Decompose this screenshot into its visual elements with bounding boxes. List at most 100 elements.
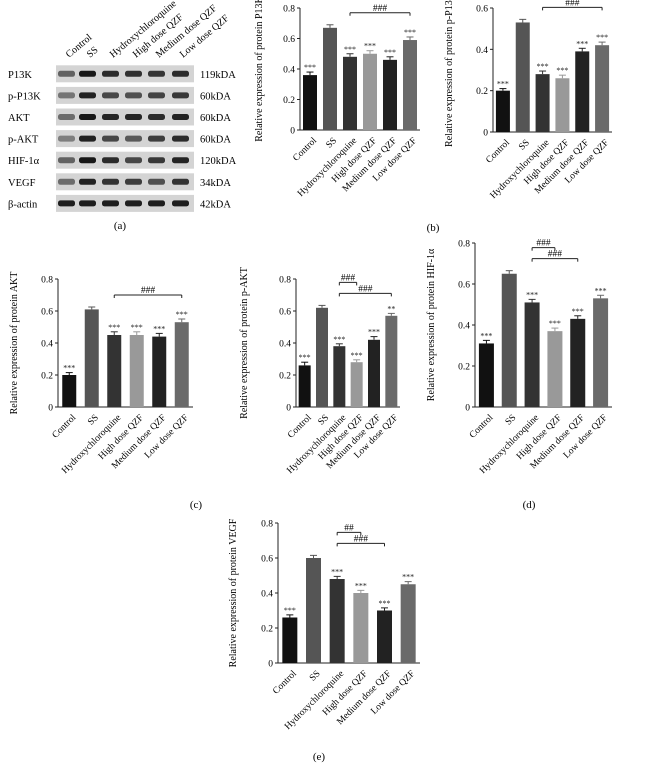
protein-label: P13K <box>8 70 32 81</box>
kda-label: 60kDA <box>200 135 231 146</box>
y-tick-label: 0 <box>48 404 53 414</box>
blot-band <box>172 135 189 142</box>
blot-band <box>58 114 75 120</box>
bar <box>515 22 530 132</box>
bar <box>329 579 345 663</box>
category-label: SS <box>86 413 101 428</box>
bar <box>129 335 144 407</box>
bar <box>343 56 357 130</box>
blot-band <box>125 70 142 77</box>
blot-band <box>148 157 165 164</box>
bar <box>595 45 610 133</box>
significance-stars: *** <box>344 45 356 54</box>
y-tick-label: 0.8 <box>41 276 53 286</box>
y-tick-label: 0.4 <box>458 322 470 332</box>
y-tick-label: 0.2 <box>261 625 273 635</box>
blot-band <box>79 178 96 185</box>
bar <box>298 365 311 407</box>
blot-band <box>102 70 119 77</box>
bar-chart-2: 0 0.2 0.4 0.6 Relative expression of protein… <box>444 0 612 201</box>
blot-band <box>125 178 142 185</box>
blot-band <box>102 178 119 185</box>
bracket-label: ### <box>536 239 551 249</box>
bar <box>501 273 517 407</box>
bar <box>535 74 550 132</box>
blot-band <box>79 157 96 164</box>
blot-band <box>125 114 142 120</box>
y-tick-label: 0 <box>268 660 273 670</box>
blot-band <box>102 114 119 120</box>
y-axis-title: Relative expression of protein HIF-1α <box>426 248 437 401</box>
panel-tag-b: (b) <box>427 222 440 234</box>
bar <box>478 343 494 407</box>
blot-band <box>148 135 165 142</box>
blot-band <box>172 114 189 120</box>
kda-label: 60kDA <box>200 113 231 124</box>
y-tick-label: 0.6 <box>279 308 291 318</box>
bar <box>282 617 298 663</box>
blot-band <box>148 92 165 99</box>
significance-stars: ** <box>387 304 395 313</box>
category-label: SS <box>308 669 323 684</box>
y-axis-title: Relative expression of protein VEGF <box>228 518 239 667</box>
significance-stars: *** <box>131 323 143 332</box>
bar <box>547 331 563 407</box>
blot-band <box>148 178 165 185</box>
y-tick-label: 0.8 <box>283 5 295 15</box>
bar <box>107 335 122 407</box>
bracket-label: ### <box>141 286 156 296</box>
y-axis-title: Relative expression of protein P13K <box>254 0 265 142</box>
bracket-label: ## <box>344 523 354 533</box>
blot-band <box>172 178 189 185</box>
significance-stars: *** <box>284 606 296 615</box>
bar <box>316 307 328 407</box>
category-label: Control <box>468 413 496 441</box>
kda-label: 60kDA <box>200 91 231 102</box>
blot-band <box>79 135 96 142</box>
significance-stars: *** <box>153 324 165 333</box>
blot-band <box>148 70 165 77</box>
blot-band <box>102 157 119 164</box>
bar <box>84 309 99 407</box>
y-tick-label: 0.4 <box>283 66 295 76</box>
significance-stars: *** <box>304 63 316 72</box>
bracket-label: ### <box>565 0 580 8</box>
bar <box>403 40 417 130</box>
blot-band <box>172 200 189 207</box>
significance-stars: *** <box>364 42 376 51</box>
protein-label: p-P13K <box>8 91 41 102</box>
bar <box>306 558 321 663</box>
significance-stars: *** <box>299 353 311 362</box>
protein-label: HIF-1α <box>8 156 40 167</box>
category-label: SS <box>517 138 532 153</box>
blot-band <box>58 157 75 164</box>
kda-label: 120kDA <box>200 156 237 167</box>
category-label: Control <box>286 413 314 441</box>
bar-chart-4: 0 0.2 0.4 0.6 0.8 Relative expression of prot… <box>239 267 400 476</box>
panel-tag-a: (a) <box>114 220 127 232</box>
y-tick-label: 0.8 <box>458 240 470 250</box>
y-tick-label: 0.6 <box>283 35 295 45</box>
significance-stars: *** <box>379 599 391 608</box>
kda-label: 42kDA <box>200 199 231 210</box>
blot-band <box>58 135 75 142</box>
bar <box>575 51 590 132</box>
y-tick-label: 0.4 <box>261 590 273 600</box>
panel-tag-d: (d) <box>523 499 536 511</box>
significance-stars: *** <box>355 581 367 590</box>
y-tick-label: 0.8 <box>261 520 273 530</box>
y-tick-label: 0.2 <box>283 96 295 106</box>
blot-band <box>172 157 189 164</box>
significance-stars: *** <box>176 310 188 319</box>
y-tick-label: 0.2 <box>41 372 53 382</box>
blot-band <box>148 200 165 207</box>
significance-stars: *** <box>368 328 380 337</box>
category-label: Control <box>271 669 299 697</box>
bar <box>524 302 540 407</box>
y-tick-label: 0.6 <box>261 555 273 565</box>
blot-band <box>148 114 165 120</box>
y-tick-label: 0 <box>286 404 291 414</box>
y-tick-label: 0.6 <box>476 5 488 15</box>
y-tick-label: 0.8 <box>279 276 291 286</box>
blot-band <box>102 200 119 207</box>
